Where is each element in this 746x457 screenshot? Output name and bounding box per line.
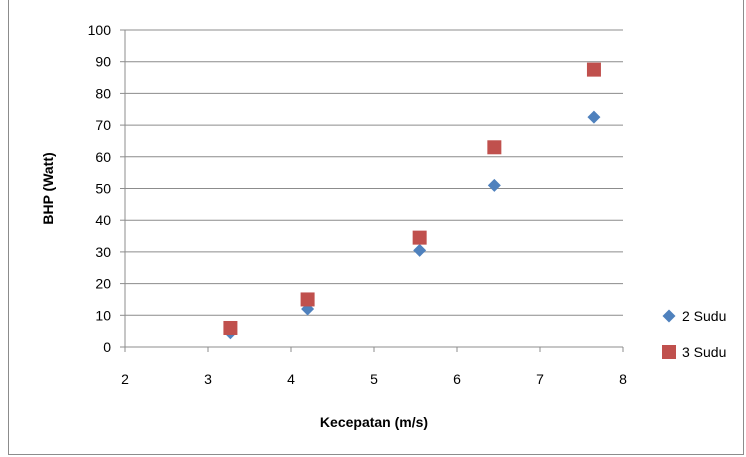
x-tick-label: 7	[536, 371, 544, 387]
legend-diamond-marker	[662, 309, 676, 323]
data-point-3-sudu	[412, 230, 427, 245]
y-tick-label: 10	[95, 307, 111, 323]
x-tick-label: 3	[204, 371, 212, 387]
y-tick-label: 60	[95, 149, 111, 165]
legend-label: 2 Sudu	[682, 308, 726, 324]
x-axis-title: Kecepatan (m/s)	[320, 414, 428, 430]
y-tick-label: 70	[95, 117, 111, 133]
data-point-3-sudu	[300, 292, 315, 307]
legend-square-marker	[662, 345, 676, 359]
y-tick-label: 30	[95, 244, 111, 260]
data-point-2-sudu	[413, 243, 427, 257]
x-tick-label: 2	[121, 371, 129, 387]
data-point-3-sudu	[586, 62, 601, 77]
y-axis-title: BHP (Watt)	[40, 152, 56, 224]
y-tick-label: 50	[95, 181, 111, 197]
x-tick-label: 6	[453, 371, 461, 387]
data-point-2-sudu	[587, 110, 601, 124]
axes	[120, 29, 624, 352]
y-tick-label: 20	[95, 276, 111, 292]
chart-frame	[8, 0, 744, 455]
x-tick-label: 8	[619, 371, 627, 387]
y-tick-label: 100	[88, 22, 112, 38]
gridlines	[125, 29, 623, 316]
data-points	[223, 62, 601, 340]
x-tick-label: 5	[370, 371, 378, 387]
data-point-2-sudu	[487, 178, 501, 192]
x-tick-labels: 2 3 4 5 6 7 8	[121, 371, 627, 387]
y-tick-label: 40	[95, 212, 111, 228]
x-tick-label: 4	[287, 371, 295, 387]
legend: 2 Sudu 3 Sudu	[662, 308, 726, 360]
data-point-3-sudu	[487, 140, 502, 155]
y-tick-label: 80	[95, 85, 111, 101]
legend-label: 3 Sudu	[682, 344, 726, 360]
data-point-3-sudu	[223, 320, 238, 335]
y-tick-label: 0	[103, 339, 111, 355]
y-tick-labels: 0 10 20 30 40 50 60 70 80 90 100	[88, 22, 112, 355]
y-tick-label: 90	[95, 54, 111, 70]
